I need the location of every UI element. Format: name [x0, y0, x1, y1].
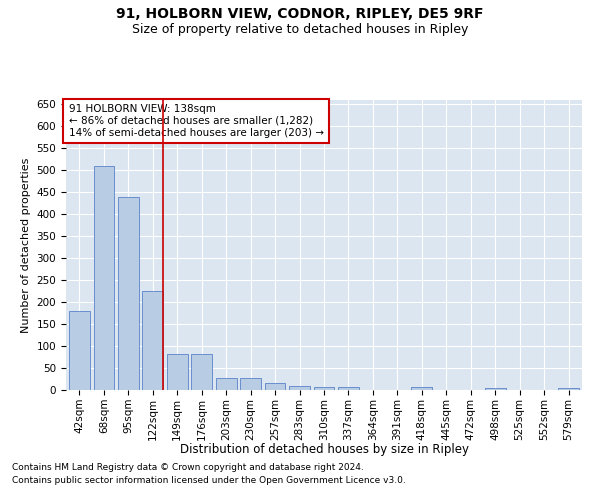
- Bar: [289, 386, 310, 390]
- Bar: [216, 378, 236, 390]
- Text: Contains public sector information licensed under the Open Government Licence v3: Contains public sector information licen…: [12, 476, 406, 485]
- Bar: [167, 354, 188, 390]
- Bar: [142, 291, 163, 390]
- Text: 91, HOLBORN VIEW, CODNOR, RIPLEY, DE5 9RF: 91, HOLBORN VIEW, CODNOR, RIPLEY, DE5 9R…: [116, 8, 484, 22]
- Bar: [118, 196, 139, 390]
- Text: 91 HOLBORN VIEW: 138sqm
← 86% of detached houses are smaller (1,282)
14% of semi: 91 HOLBORN VIEW: 138sqm ← 86% of detache…: [68, 104, 323, 138]
- Bar: [412, 387, 432, 390]
- Bar: [94, 166, 114, 390]
- Bar: [558, 388, 579, 390]
- Bar: [338, 387, 359, 390]
- Text: Distribution of detached houses by size in Ripley: Distribution of detached houses by size …: [179, 442, 469, 456]
- Bar: [485, 388, 506, 390]
- Bar: [314, 387, 334, 390]
- Text: Contains HM Land Registry data © Crown copyright and database right 2024.: Contains HM Land Registry data © Crown c…: [12, 464, 364, 472]
- Bar: [265, 384, 286, 390]
- Bar: [69, 311, 90, 390]
- Text: Size of property relative to detached houses in Ripley: Size of property relative to detached ho…: [132, 22, 468, 36]
- Bar: [191, 354, 212, 390]
- Y-axis label: Number of detached properties: Number of detached properties: [21, 158, 31, 332]
- Bar: [240, 378, 261, 390]
